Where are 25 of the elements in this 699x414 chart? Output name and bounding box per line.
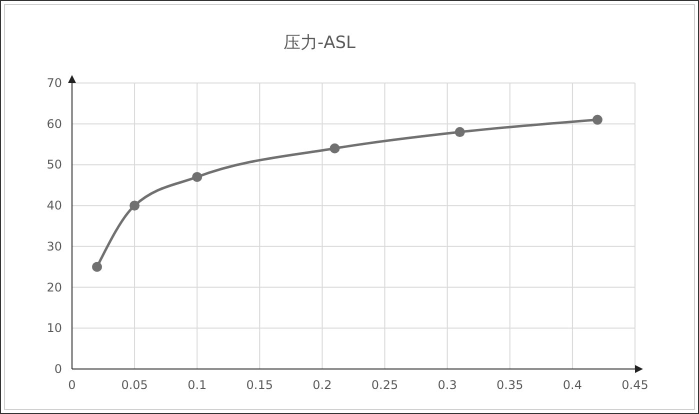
x-tick-label: 0.4 xyxy=(562,378,582,392)
y-tick-label: 0 xyxy=(54,362,62,376)
y-tick-label: 40 xyxy=(46,198,62,213)
y-tick-label: 60 xyxy=(46,116,62,131)
y-tick-label: 70 xyxy=(46,76,62,90)
y-tick-label: 10 xyxy=(46,321,62,336)
x-tick-label: 0 xyxy=(68,378,76,392)
x-tick-label: 0.45 xyxy=(622,378,648,392)
point xyxy=(192,172,202,182)
x-tick-label: 0.2 xyxy=(312,378,332,392)
point xyxy=(130,200,140,211)
x-tick-label: 0.25 xyxy=(371,378,398,392)
x-tick-label: 0.3 xyxy=(438,378,457,392)
y-tick-label: 20 xyxy=(46,280,62,294)
point xyxy=(454,127,465,138)
x-tick-label: 0.15 xyxy=(246,378,274,392)
point xyxy=(92,262,102,272)
x-tick-label: 0.35 xyxy=(496,378,524,392)
point xyxy=(592,114,602,125)
x-tick-label: 0.1 xyxy=(188,378,207,392)
point xyxy=(330,143,340,154)
y-tick-label: 30 xyxy=(46,239,62,254)
chart-title: 压力-ASL xyxy=(283,33,356,53)
y-tick-label: 50 xyxy=(46,158,62,172)
x-tick-label: 0.05 xyxy=(121,378,148,392)
